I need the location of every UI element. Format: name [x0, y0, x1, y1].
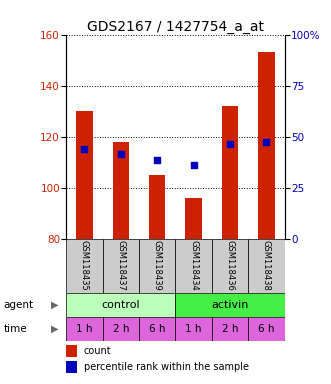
Text: GSM118435: GSM118435 [80, 240, 89, 291]
Bar [139, 317, 175, 341]
Bar [212, 238, 248, 293]
Bar [103, 238, 139, 293]
Bar [139, 238, 175, 293]
Point [82, 146, 87, 152]
Bar [66, 238, 103, 293]
Text: count: count [84, 346, 111, 356]
Bar [66, 361, 77, 373]
Text: GSM118436: GSM118436 [225, 240, 235, 291]
Text: control: control [102, 300, 140, 310]
Point [191, 162, 196, 168]
Bar [175, 293, 285, 317]
Text: activin: activin [212, 300, 249, 310]
Bar [76, 111, 93, 238]
Bar [175, 317, 212, 341]
Text: 1 h: 1 h [185, 324, 202, 334]
Text: time: time [3, 324, 27, 334]
Text: ▶: ▶ [51, 324, 59, 334]
Text: GSM118438: GSM118438 [262, 240, 271, 291]
Point [118, 151, 123, 157]
Bar [113, 142, 129, 238]
Point [264, 139, 269, 145]
Text: 2 h: 2 h [113, 324, 129, 334]
Text: agent: agent [3, 300, 33, 310]
Text: GSM118439: GSM118439 [153, 240, 162, 291]
Bar [185, 198, 202, 238]
Point [227, 141, 233, 147]
Text: 6 h: 6 h [258, 324, 275, 334]
Text: GSM118437: GSM118437 [116, 240, 125, 291]
Bar [66, 345, 77, 357]
Bar [222, 106, 238, 238]
Text: 1 h: 1 h [76, 324, 93, 334]
Text: ▶: ▶ [51, 300, 59, 310]
Bar [149, 175, 166, 238]
Text: GSM118434: GSM118434 [189, 240, 198, 291]
Bar [175, 238, 212, 293]
Point [155, 156, 160, 162]
Bar [66, 317, 103, 341]
Bar [248, 317, 285, 341]
Bar [103, 317, 139, 341]
Text: percentile rank within the sample: percentile rank within the sample [84, 362, 249, 372]
Bar [248, 238, 285, 293]
Bar [258, 52, 275, 238]
Title: GDS2167 / 1427754_a_at: GDS2167 / 1427754_a_at [87, 20, 264, 33]
Bar [66, 293, 175, 317]
Bar [212, 317, 248, 341]
Text: 6 h: 6 h [149, 324, 166, 334]
Text: 2 h: 2 h [222, 324, 238, 334]
